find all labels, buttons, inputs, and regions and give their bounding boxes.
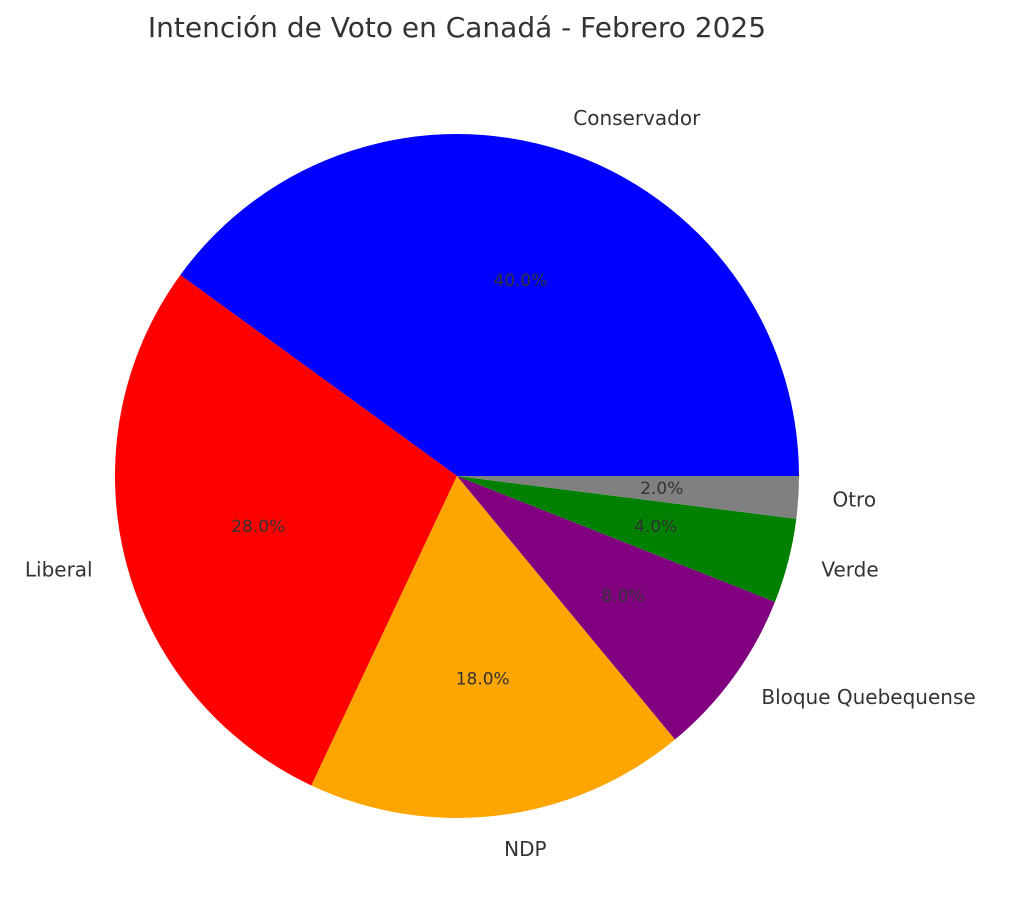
slice-label-verde: Verde bbox=[821, 558, 878, 582]
slice-label-bloque-quebequense: Bloque Quebequense bbox=[761, 685, 975, 709]
pie-labels: Conservador 40.0% Liberal 28.0% NDP 18.0% Bloq… bbox=[25, 106, 976, 861]
pie-slice-ndp bbox=[311, 476, 675, 818]
pie-slice-liberal bbox=[115, 274, 457, 786]
slice-label-liberal: Liberal bbox=[25, 558, 93, 582]
percent-label-liberal: 28.0% bbox=[231, 517, 285, 537]
chart-title: Intención de Voto en Canadá - Febrero 20… bbox=[148, 11, 766, 44]
pie-slices bbox=[115, 134, 800, 818]
slice-label-ndp: NDP bbox=[504, 837, 546, 861]
percent-label-verde: 4.0% bbox=[634, 517, 677, 537]
slice-label-otro: Otro bbox=[832, 488, 876, 512]
pie-slice-conservador bbox=[180, 134, 800, 476]
pie-slice-verde bbox=[457, 476, 797, 602]
percent-label-otro: 2.0% bbox=[640, 479, 683, 499]
pie-slice-bloque-quebequense bbox=[457, 476, 775, 740]
percent-label-bloque-quebequense: 8.0% bbox=[601, 587, 644, 607]
pie-slice-otro bbox=[457, 476, 799, 519]
slice-label-conservador: Conservador bbox=[573, 106, 701, 130]
percent-label-conservador: 40.0% bbox=[493, 271, 547, 291]
percent-label-ndp: 18.0% bbox=[456, 670, 510, 690]
